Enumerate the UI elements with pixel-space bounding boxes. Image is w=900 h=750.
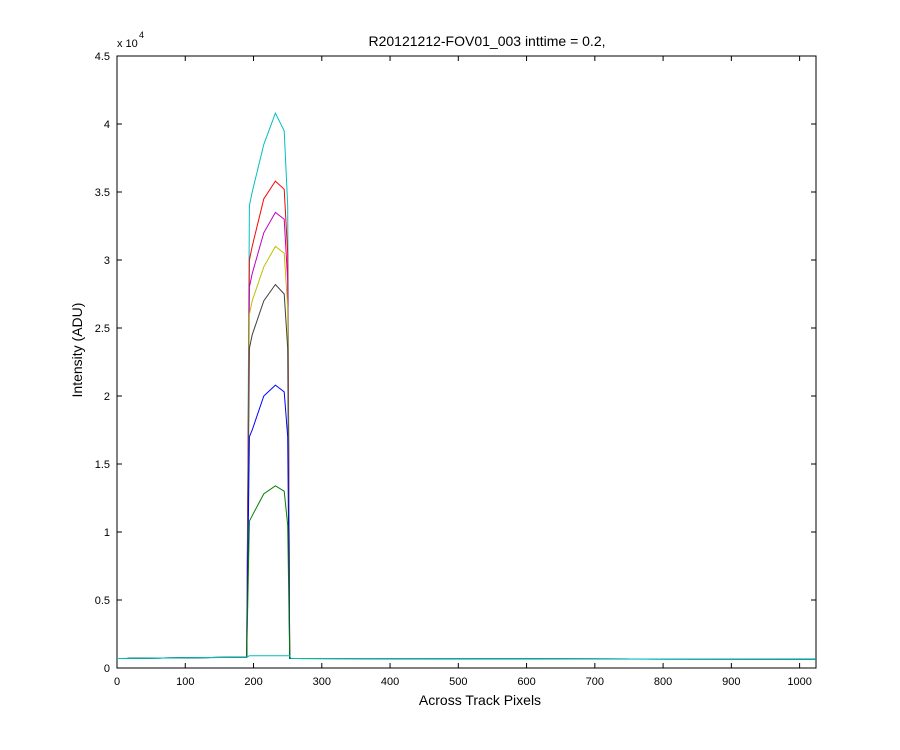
x-axis-ticks: 0 100 200 300 400 500 600 700 800 900 1000 xyxy=(114,56,812,688)
x-tick-label: 700 xyxy=(586,676,604,688)
x-tick-label: 900 xyxy=(722,676,740,688)
series-line-8 xyxy=(116,655,817,660)
y-tick-label: 2 xyxy=(104,391,110,403)
x-tick-label: 400 xyxy=(381,676,399,688)
y-axis-label: Intensity (ADU) xyxy=(69,303,85,398)
y-tick-label: 1.5 xyxy=(95,459,110,471)
x-tick-label: 1000 xyxy=(787,676,811,688)
y-tick-label: 2.5 xyxy=(95,323,110,335)
y-tick-label: 0 xyxy=(104,663,110,675)
y-tick-label: 4 xyxy=(104,119,110,131)
y-tick-label: 1 xyxy=(104,527,110,539)
x-tick-label: 300 xyxy=(313,676,331,688)
y-tick-label: 3 xyxy=(104,255,110,267)
x-tick-label: 200 xyxy=(244,676,262,688)
x-tick-label: 800 xyxy=(654,676,672,688)
y-multiplier-label: x 10 xyxy=(117,38,138,50)
x-axis-label: Across Track Pixels xyxy=(419,692,541,708)
y-tick-label: 4.5 xyxy=(95,51,110,63)
series-layer xyxy=(116,111,817,660)
chart-title: R20121212-FOV01_003 inttime = 0.2, xyxy=(369,33,606,49)
y-multiplier-exponent: 4 xyxy=(139,30,144,40)
series-line-7 xyxy=(116,485,817,660)
x-tick-label: 600 xyxy=(517,676,535,688)
x-tick-label: 500 xyxy=(449,676,467,688)
plot-area xyxy=(116,55,817,669)
x-tick-label: 100 xyxy=(176,676,194,688)
y-axis-ticks: 0 0.5 1 1.5 2 2.5 3 3.5 4 4.5 xyxy=(95,51,816,675)
y-tick-label: 0.5 xyxy=(95,595,110,607)
x-tick-label: 0 xyxy=(114,676,120,688)
y-tick-label: 3.5 xyxy=(95,187,110,199)
